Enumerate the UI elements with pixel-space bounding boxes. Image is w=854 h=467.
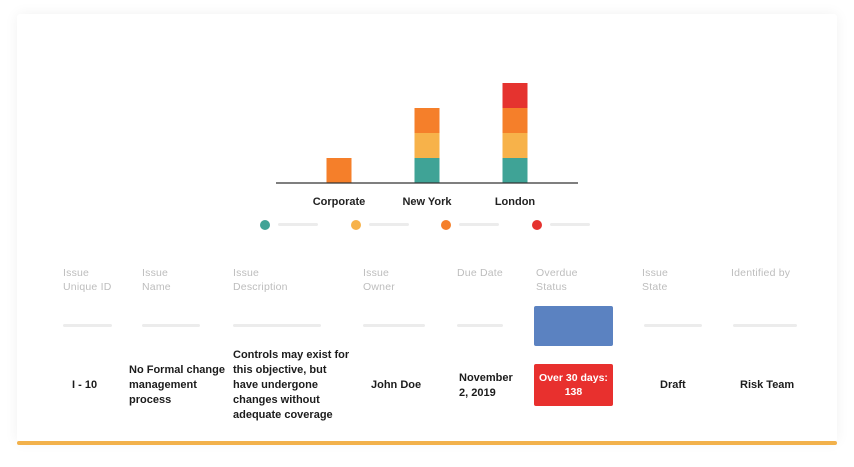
bar-segment-london-3 [502, 83, 528, 108]
placeholder-line [63, 324, 112, 327]
category-label-corporate: Corporate [313, 196, 366, 208]
cell-issue-owner: John Doe [371, 379, 422, 391]
status-placeholder-box [534, 306, 613, 346]
issue-card [17, 14, 837, 442]
chart-category-labels: Corporate New York London [313, 196, 536, 208]
legend-placeholder-line [550, 223, 590, 226]
placeholder-line [644, 324, 702, 327]
header-issue-name: Issue Name [142, 267, 171, 293]
bar-segment-london-2 [502, 108, 528, 133]
placeholder-line [233, 324, 321, 327]
cell-due-date: November 2, 2019 [459, 372, 513, 399]
overdue-status-badge: Over 30 days: 138 [534, 364, 613, 406]
legend-item [532, 218, 594, 232]
bar-segment-london-1 [502, 133, 528, 158]
category-label-new-york: New York [402, 196, 452, 208]
legend-placeholder-line [459, 223, 499, 226]
cell-issue-description: Controls may exist for this objective, bu… [233, 349, 350, 421]
placeholder-line [733, 324, 797, 327]
category-label-london: London [495, 196, 536, 208]
placeholder-line [457, 324, 503, 327]
header-issue-description: Issue Description [233, 267, 288, 293]
header-issue-unique-id: Issue Unique ID [63, 267, 112, 293]
placeholder-line [363, 324, 425, 327]
header-identified-by: Identified by [731, 267, 791, 279]
cell-identified-by: Risk Team [740, 379, 795, 391]
bar-segment-new-york-1 [414, 133, 440, 158]
placeholder-line [142, 324, 200, 327]
stacked-bar-chart: Corporate New York London [276, 83, 578, 208]
yellow-dot-icon [351, 220, 361, 230]
cell-issue-state: Draft [660, 379, 686, 391]
legend-item [351, 218, 413, 232]
bar-segment-new-york-0 [414, 158, 440, 183]
chart-bars [326, 83, 528, 183]
legend-item [441, 218, 503, 232]
header-issue-state: Issue State [642, 267, 669, 293]
cell-issue-name: No Formal change management process [129, 364, 225, 406]
card-accent-bar [17, 441, 837, 445]
teal-dot-icon [260, 220, 270, 230]
bar-segment-corporate-2 [326, 158, 352, 183]
header-issue-owner: Issue Owner [363, 267, 395, 293]
header-due-date: Due Date [457, 267, 503, 279]
header-overdue-status: Overdue Status [536, 267, 578, 293]
bar-segment-london-0 [502, 158, 528, 183]
red-dot-icon [532, 220, 542, 230]
legend-item [260, 218, 322, 232]
bar-segment-new-york-2 [414, 108, 440, 133]
legend-placeholder-line [278, 223, 318, 226]
legend-placeholder-line [369, 223, 409, 226]
orange-dot-icon [441, 220, 451, 230]
chart-legend [0, 218, 854, 232]
cell-unique-id: I - 10 [72, 379, 98, 391]
